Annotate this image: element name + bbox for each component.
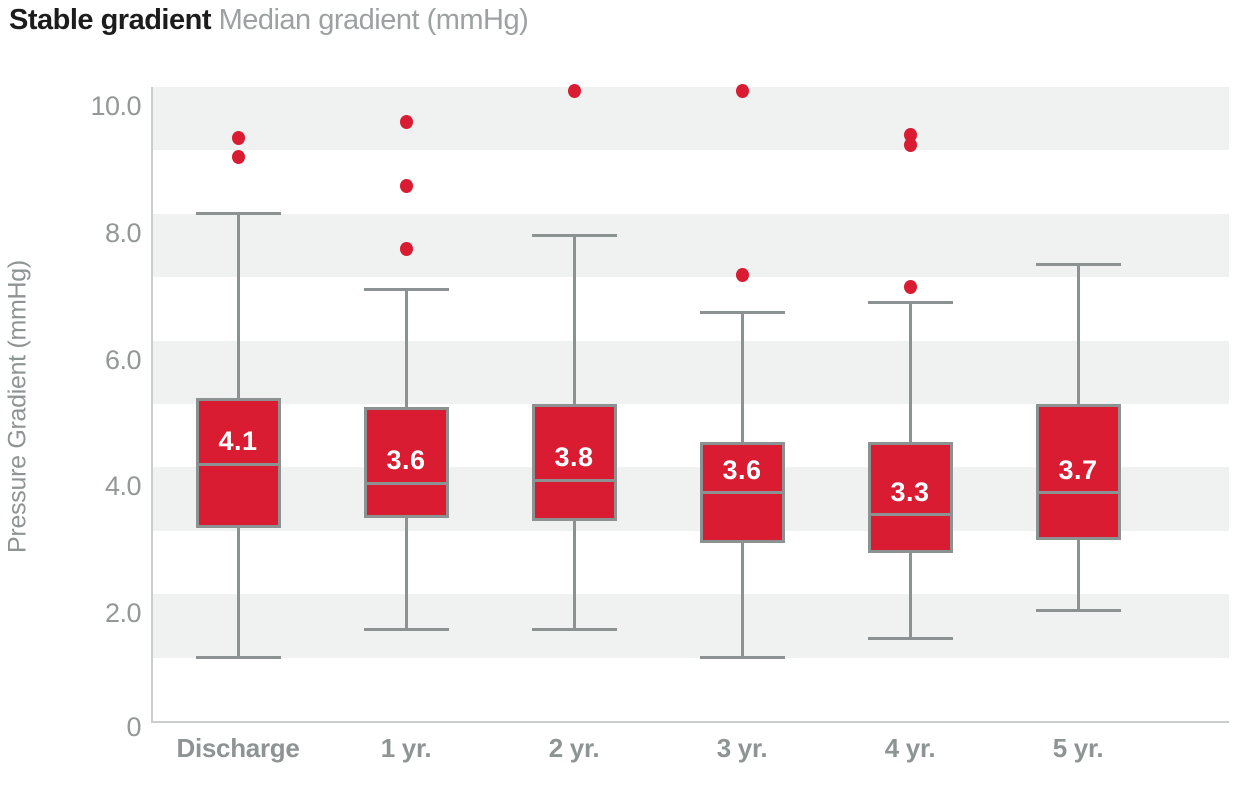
x-category-label: 1 yr. (380, 733, 432, 763)
median-label: 3.8 (554, 442, 594, 473)
outlier-dot (735, 267, 749, 282)
whisker-cap-high (363, 288, 449, 292)
box-discharge (195, 397, 281, 528)
whisker-cap-low (531, 627, 617, 631)
chart-title-main: Stable gradient (9, 4, 212, 36)
box-2-yr (531, 404, 617, 522)
median-line (867, 513, 953, 517)
x-category-label: 4 yr. (884, 733, 936, 763)
whisker-cap-high (699, 310, 785, 314)
y-tick-label: 2.0 (104, 598, 142, 629)
median-line (531, 478, 617, 482)
median-line (363, 481, 449, 485)
outlier-dot (231, 150, 245, 165)
whisker-cap-high (531, 234, 617, 238)
whisker-cap-low (699, 656, 785, 660)
chart-title-sub: Median gradient (mmHg) (218, 4, 529, 36)
median-label: 3.6 (722, 454, 762, 485)
x-category-label: Discharge (176, 733, 300, 763)
median-line (699, 491, 785, 495)
median-label: 3.7 (1058, 454, 1098, 485)
whisker-cap-low (1035, 608, 1121, 612)
box-5-yr (1035, 404, 1121, 541)
grid-stripe (151, 87, 1229, 151)
grid-stripe (151, 594, 1229, 658)
outlier-dot (735, 83, 749, 98)
x-category-label: 2 yr. (548, 733, 600, 763)
whisker-cap-low (867, 637, 953, 641)
grid-stripe (151, 213, 1229, 278)
median-label: 4.1 (218, 426, 258, 457)
median-line (195, 462, 281, 466)
whisker-cap-high (195, 212, 281, 216)
x-category-label: 5 yr. (1052, 733, 1104, 763)
outlier-dot (903, 280, 917, 295)
y-tick-label: 10.0 (90, 91, 141, 121)
whisker-cap-high (1035, 263, 1121, 267)
chart-title: Stable gradient Median gradient (mmHg) (9, 4, 529, 37)
box-1-yr (363, 407, 449, 519)
x-category-label: 3 yr. (716, 733, 768, 763)
outlier-dot (567, 83, 581, 98)
box-4-yr (867, 442, 953, 553)
y-tick-label: 8.0 (104, 217, 142, 248)
outlier-dot (399, 178, 413, 193)
y-tick-label: 0 (126, 712, 141, 742)
y-tick-label: 4.0 (104, 471, 142, 502)
outlier-dot (399, 242, 413, 257)
outlier-dot (231, 131, 245, 146)
median-line (1035, 491, 1121, 495)
whisker-cap-high (867, 301, 953, 305)
outlier-dot (903, 128, 917, 143)
y-tick-label: 6.0 (104, 344, 142, 375)
y-axis-title: Pressure Gradient (mmHg) (3, 260, 32, 553)
x-axis-line (151, 721, 1229, 723)
whisker-cap-low (363, 627, 449, 631)
whisker-cap-low (195, 656, 281, 660)
grid-stripe (151, 340, 1229, 404)
median-label: 3.3 (890, 476, 930, 507)
median-label: 3.6 (386, 445, 426, 476)
outlier-dot (399, 115, 413, 130)
y-axis-line (151, 87, 153, 721)
